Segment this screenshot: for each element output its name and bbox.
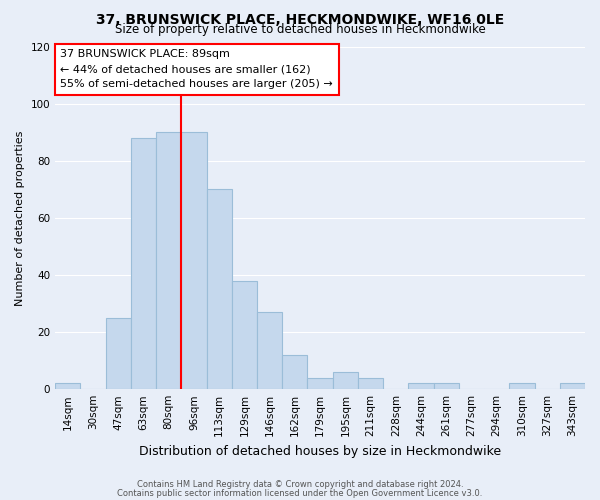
- Bar: [106, 318, 131, 389]
- Bar: [560, 384, 585, 389]
- Bar: [307, 378, 332, 389]
- Text: Contains HM Land Registry data © Crown copyright and database right 2024.: Contains HM Land Registry data © Crown c…: [137, 480, 463, 489]
- Text: 37 BRUNSWICK PLACE: 89sqm
← 44% of detached houses are smaller (162)
55% of semi: 37 BRUNSWICK PLACE: 89sqm ← 44% of detac…: [60, 50, 333, 89]
- Bar: [257, 312, 282, 389]
- Bar: [156, 132, 181, 389]
- Bar: [332, 372, 358, 389]
- Text: 37, BRUNSWICK PLACE, HECKMONDWIKE, WF16 0LE: 37, BRUNSWICK PLACE, HECKMONDWIKE, WF16 …: [96, 12, 504, 26]
- Text: Size of property relative to detached houses in Heckmondwike: Size of property relative to detached ho…: [115, 22, 485, 36]
- Bar: [282, 355, 307, 389]
- Bar: [509, 384, 535, 389]
- Y-axis label: Number of detached properties: Number of detached properties: [15, 130, 25, 306]
- Bar: [434, 384, 459, 389]
- Text: Contains public sector information licensed under the Open Government Licence v3: Contains public sector information licen…: [118, 488, 482, 498]
- Bar: [409, 384, 434, 389]
- Bar: [181, 132, 206, 389]
- Bar: [206, 190, 232, 389]
- Bar: [131, 138, 156, 389]
- Bar: [358, 378, 383, 389]
- Bar: [55, 384, 80, 389]
- Bar: [232, 280, 257, 389]
- X-axis label: Distribution of detached houses by size in Heckmondwike: Distribution of detached houses by size …: [139, 444, 501, 458]
